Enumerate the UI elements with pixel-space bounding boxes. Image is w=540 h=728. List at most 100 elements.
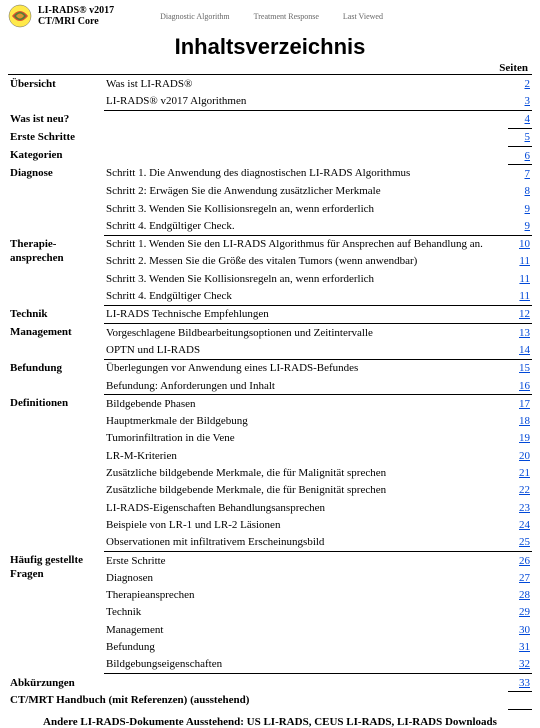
page-link[interactable]: 9 [525, 220, 531, 232]
page-link[interactable]: 14 [519, 344, 530, 356]
toc-page: 9 [508, 200, 532, 217]
toc-row: ManagementVorgeschlagene Bildbearbeitung… [8, 324, 532, 342]
toc-label: Management [104, 621, 508, 638]
toc-page: 30 [508, 621, 532, 638]
toc-label: Schritt 2. Messen Sie die Größe des vita… [104, 253, 508, 270]
page-link[interactable]: 3 [525, 95, 531, 107]
toc-page: 10 [508, 235, 532, 253]
toc-label: Befundung: Anforderungen und Inhalt [104, 377, 508, 395]
page-link[interactable]: 18 [519, 415, 530, 427]
page-link[interactable]: 20 [519, 450, 530, 462]
toc-label: Beispiele von LR-1 und LR-2 Läsionen [104, 516, 508, 533]
toc-label: Erste Schritte [104, 552, 508, 570]
page-link[interactable]: 23 [519, 502, 530, 514]
toc-label: Befundung [104, 639, 508, 656]
page-link[interactable]: 11 [519, 290, 530, 302]
product-name: LI-RADS® v2017 [38, 5, 114, 16]
toc-label: Schritt 3. Wenden Sie Kollisionsregeln a… [104, 270, 508, 287]
page-link[interactable]: 31 [519, 641, 530, 653]
toc-page: 32 [508, 656, 532, 674]
page-link[interactable]: 24 [519, 519, 530, 531]
page-link[interactable]: 11 [519, 255, 530, 267]
toc-label: Bildgebungseigenschaften [104, 656, 508, 674]
toc-page: 11 [508, 288, 532, 306]
toc-page: 11 [508, 253, 532, 270]
toc-label: LI-RADS-Eigenschaften Behandlungsansprec… [104, 499, 508, 516]
page-link[interactable]: 13 [519, 327, 530, 339]
toc-page: 27 [508, 569, 532, 586]
product-sub: CT/MRI Core [38, 16, 99, 27]
product-title: LI-RADS® v2017 CT/MRI Core [38, 5, 114, 27]
toc-page: 33 [508, 674, 532, 692]
toc-page: 9 [508, 217, 532, 235]
toc-page: 14 [508, 341, 532, 359]
toc-row: DiagnoseSchritt 1. Die Anwendung des dia… [8, 165, 532, 183]
toc-row: Häufig gestellte FragenErste Schritte26 [8, 552, 532, 570]
toc-label: Therapieansprechen [104, 587, 508, 604]
toc-section-full: Was ist neu? [8, 110, 508, 128]
page-link[interactable]: 10 [519, 238, 530, 250]
page-link[interactable]: 9 [525, 203, 531, 215]
toc-page: 12 [508, 305, 532, 323]
page-link[interactable]: 21 [519, 467, 530, 479]
page-link[interactable]: 15 [519, 362, 530, 374]
toc-row: CT/MRT Handbuch (mit Referenzen) (ausste… [8, 692, 532, 709]
page-link[interactable]: 29 [519, 606, 530, 618]
page-link[interactable]: 19 [519, 432, 530, 444]
header-nav: Diagnostic Algorithm Treatment Response … [160, 12, 383, 21]
toc-page: 6 [508, 147, 532, 165]
toc-section: Übersicht [8, 75, 104, 110]
toc-page: 25 [508, 534, 532, 552]
page-link[interactable]: 6 [525, 150, 531, 162]
page-link[interactable]: 28 [519, 589, 530, 601]
page-link[interactable]: 7 [525, 168, 531, 180]
toc-row: TechnikLI-RADS Technische Empfehlungen12 [8, 305, 532, 323]
toc-row: ÜbersichtWas ist LI-RADS®2 [8, 75, 532, 92]
page-link[interactable]: 33 [519, 677, 530, 689]
page-link[interactable]: 11 [519, 273, 530, 285]
toc-label: OPTN und LI-RADS [104, 341, 508, 359]
toc-page: 20 [508, 447, 532, 464]
toc-section: Definitionen [8, 395, 104, 552]
toc-section-full: CT/MRT Handbuch (mit Referenzen) (ausste… [8, 692, 508, 709]
toc-label: LI-RADS Technische Empfehlungen [104, 305, 508, 323]
toc-page: 13 [508, 324, 532, 342]
nav-link-last-viewed[interactable]: Last Viewed [343, 12, 383, 21]
nav-link-treatment[interactable]: Treatment Response [254, 12, 319, 21]
page-link[interactable]: 32 [519, 658, 530, 670]
toc-page: 5 [508, 128, 532, 146]
toc-page: 22 [508, 482, 532, 499]
page-title: Inhaltsverzeichnis [8, 34, 532, 60]
page-link[interactable]: 12 [519, 308, 530, 320]
toc-page: 8 [508, 183, 532, 200]
toc-label: Schritt 1. Wenden Sie den LI-RADS Algori… [104, 235, 508, 253]
toc-page [508, 692, 532, 709]
page-link[interactable]: 30 [519, 624, 530, 636]
page-link[interactable]: 25 [519, 536, 530, 548]
page-link[interactable]: 2 [525, 78, 531, 90]
toc-page: 17 [508, 395, 532, 413]
page-link[interactable]: 4 [525, 113, 531, 125]
page-link[interactable]: 5 [525, 131, 531, 143]
page-link[interactable]: 17 [519, 398, 530, 410]
toc-label: LR-M-Kriterien [104, 447, 508, 464]
toc-label: Technik [104, 604, 508, 621]
page-link[interactable]: 22 [519, 484, 530, 496]
toc-section: Management [8, 324, 104, 360]
toc-page: 21 [508, 465, 532, 482]
nav-link-diagnostic[interactable]: Diagnostic Algorithm [160, 12, 230, 21]
header: LI-RADS® v2017 CT/MRI Core Diagnostic Al… [8, 4, 532, 28]
toc-label: Diagnosen [104, 569, 508, 586]
toc-label: Schritt 4. Endgültiger Check. [104, 217, 508, 235]
page-link[interactable]: 8 [525, 185, 531, 197]
footer-note: Andere LI-RADS-Dokumente Ausstehend: US … [8, 716, 532, 728]
toc-page: 2 [508, 75, 532, 92]
toc-label: Was ist LI-RADS® [104, 75, 508, 92]
toc-page: 26 [508, 552, 532, 570]
page-link[interactable]: 26 [519, 555, 530, 567]
page-link[interactable]: 16 [519, 380, 530, 392]
toc-label: Überlegungen vor Anwendung eines LI-RADS… [104, 359, 508, 377]
page-link[interactable]: 27 [519, 572, 530, 584]
toc-label: Zusätzliche bildgebende Merkmale, die fü… [104, 482, 508, 499]
toc-row: Kategorien6 [8, 147, 532, 165]
